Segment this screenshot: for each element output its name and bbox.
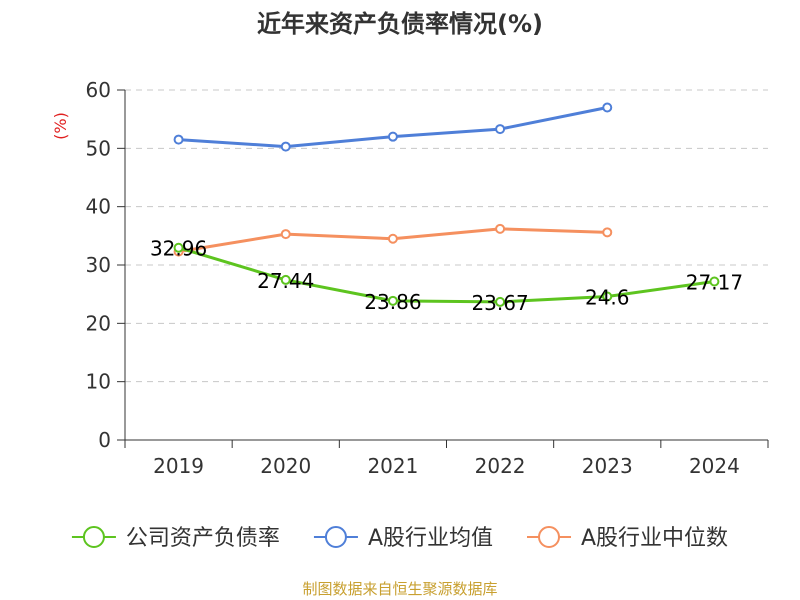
data-point[interactable]: [495, 296, 506, 307]
data-point[interactable]: [387, 295, 398, 306]
data-point[interactable]: [709, 276, 720, 287]
y-tick-label: 50: [86, 136, 111, 160]
legend-item-2[interactable]: A股行业中位数: [527, 526, 728, 551]
legend-marker: [538, 526, 561, 548]
data-point[interactable]: [387, 131, 398, 142]
series-line: [178, 246, 715, 304]
x-tick-label: 2020: [260, 454, 311, 478]
y-tick-label: 60: [86, 78, 111, 102]
series-2: [173, 223, 613, 257]
data-point[interactable]: [602, 291, 613, 302]
y-tick-label: 10: [86, 370, 111, 394]
series-1: [173, 102, 613, 152]
y-axis-unit-label: (%): [51, 112, 70, 140]
data-point[interactable]: [495, 223, 506, 234]
data-point[interactable]: [602, 227, 613, 238]
series-lines: [173, 102, 720, 307]
x-tick-label: 2019: [153, 454, 204, 478]
legend-label: A股行业均值: [368, 526, 493, 551]
y-tick-label: 20: [86, 311, 111, 335]
chart-title: 近年来资产负债率情况(%): [257, 10, 543, 38]
data-label: 27.44: [257, 269, 314, 293]
legend-marker: [82, 526, 105, 548]
x-tick-label: 2022: [475, 454, 526, 478]
legend-marker: [324, 526, 347, 548]
data-point[interactable]: [173, 242, 184, 253]
x-tick-label: 2021: [367, 454, 418, 478]
data-point[interactable]: [173, 134, 184, 145]
legend-label: A股行业中位数: [581, 526, 728, 551]
data-label: 23.86: [364, 290, 421, 314]
legend: 公司资产负债率 A股行业均值 A股行业中位数: [71, 526, 728, 551]
legend-item-0[interactable]: 公司资产负债率: [71, 526, 280, 551]
legend-item-1[interactable]: A股行业均值: [313, 526, 493, 551]
data-label: 27.17: [686, 271, 743, 295]
grid-lines: [125, 89, 768, 383]
axes: 0 10 20 30 40 50 60 2019 2020 2021 2022 2023 2024: [86, 78, 769, 478]
data-label: 24.6: [585, 286, 630, 310]
data-point[interactable]: [280, 274, 291, 285]
data-labels: 32.96 27.44 23.86 23.67 24.6 27.17: [150, 237, 743, 315]
data-point[interactable]: [495, 124, 506, 135]
legend-label: 公司资产负债率: [126, 526, 280, 551]
data-point[interactable]: [387, 233, 398, 244]
y-tick-label: 40: [86, 195, 111, 219]
x-tick-label: 2023: [582, 454, 633, 478]
x-tick-label: 2024: [689, 454, 740, 478]
data-label: 32.96: [150, 237, 207, 261]
y-tick-label: 0: [98, 428, 111, 452]
source-note: 制图数据来自恒生聚源数据库: [302, 580, 497, 598]
data-point[interactable]: [280, 229, 291, 240]
data-label: 23.67: [471, 291, 528, 315]
y-tick-label: 30: [86, 253, 111, 277]
series-0: [173, 242, 720, 307]
data-point[interactable]: [280, 141, 291, 152]
data-point[interactable]: [602, 102, 613, 113]
